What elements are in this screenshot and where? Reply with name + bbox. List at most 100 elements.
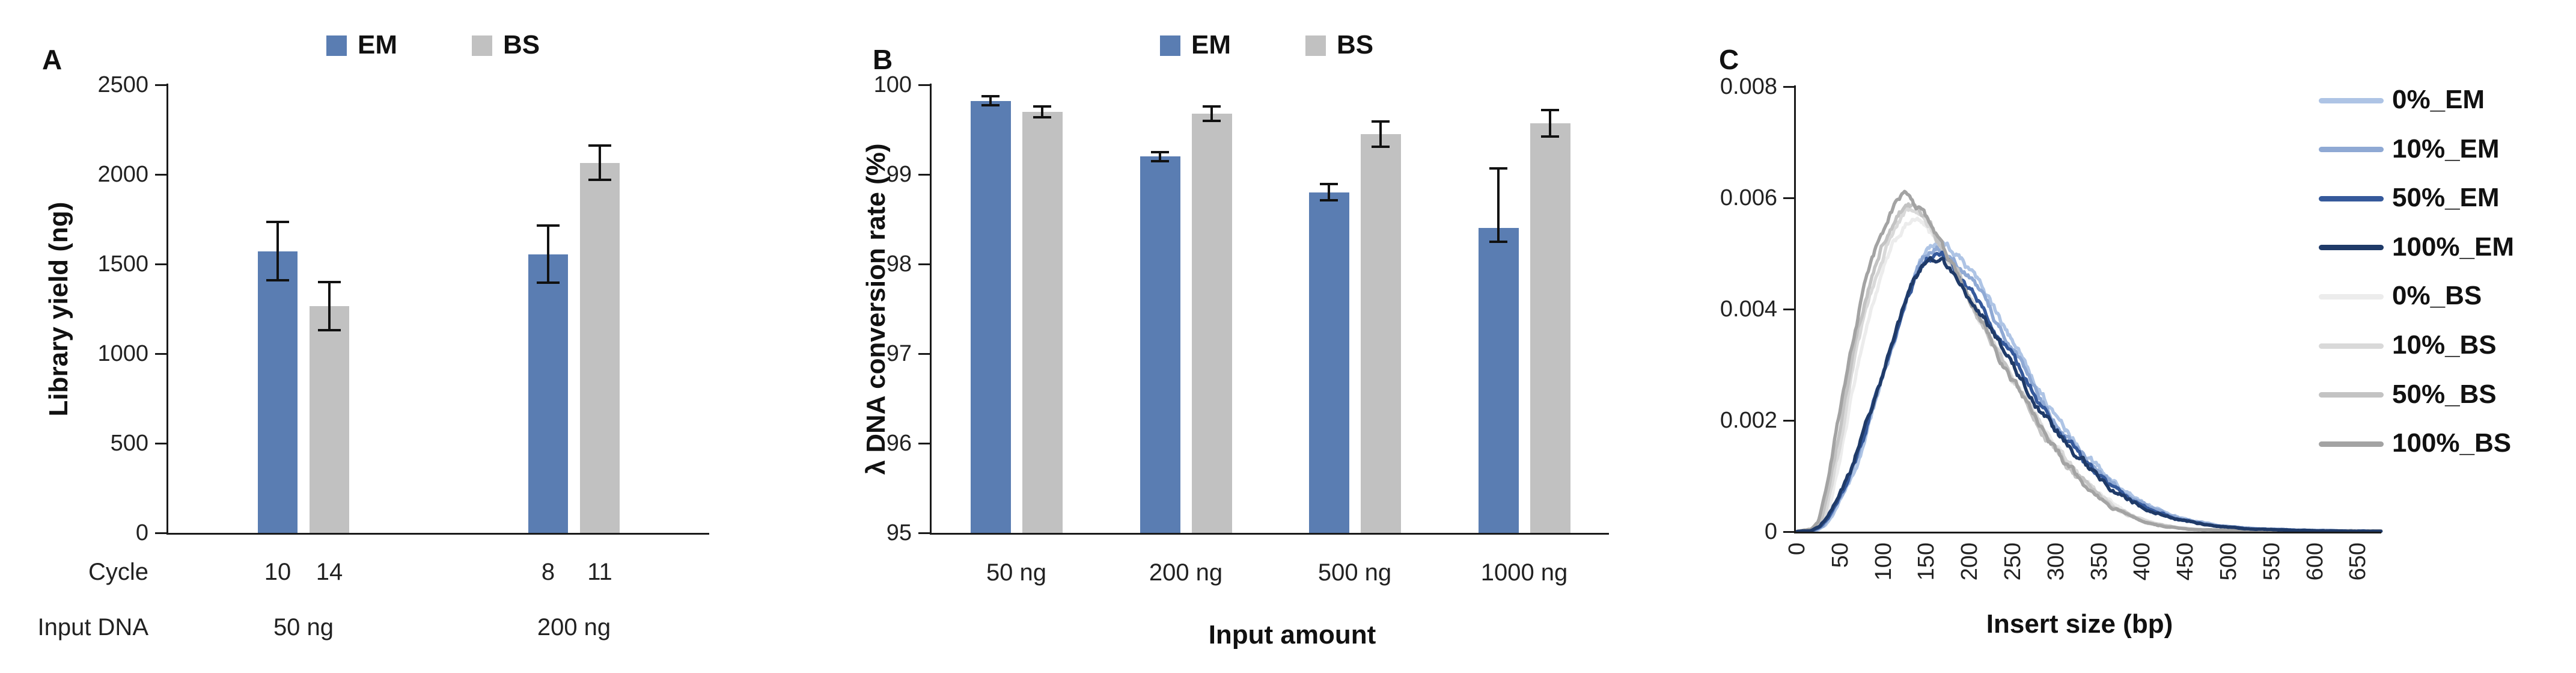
y-axis: [1794, 85, 1796, 533]
cycle-value: 14: [316, 559, 343, 585]
bs-bar: [1360, 134, 1401, 533]
category-label: 200 ng: [1149, 559, 1223, 586]
em-bar: [1308, 192, 1349, 533]
legend-label-100%_em: 100%_EM: [2392, 232, 2515, 262]
legend-label-bs: BS: [1337, 30, 1374, 60]
y-tick-mark: [1783, 309, 1795, 310]
error-bar-cap: [981, 95, 1000, 98]
x-tick-label: 350: [2086, 542, 2112, 581]
legend-line-100%_bs: [2319, 441, 2384, 447]
x-tick-label: 550: [2259, 542, 2285, 581]
y-tick-mark: [155, 84, 167, 86]
legend-swatch-em: [326, 35, 347, 56]
legend-label-0%_em: 0%_EM: [2392, 85, 2485, 114]
legend-label-50%_bs: 50%_BS: [2392, 379, 2497, 409]
error-bar-cap: [266, 220, 289, 223]
error-bar-cap: [1320, 199, 1338, 202]
error-bar-cap: [1151, 159, 1169, 162]
category-label: 1000 ng: [1480, 559, 1568, 586]
legend-line-50%_em: [2319, 195, 2384, 201]
em-bar: [1478, 228, 1519, 533]
cycle-value: 10: [264, 559, 291, 585]
panel-a-plot-area: 0 500 1000 1500 2000 2500 EM BS 10 8 14 11 50 ng 200 …: [0, 0, 859, 673]
y-tick-mark: [155, 443, 167, 444]
y-axis: [930, 84, 932, 534]
x-tick-label: 500: [2216, 542, 2241, 581]
em-bar: [970, 100, 1011, 533]
error-bar-cap: [537, 281, 560, 284]
x-axis: [1794, 532, 2381, 533]
panel-a-letter: A: [42, 44, 63, 75]
bs-bar: [580, 162, 620, 533]
error-bar-cap: [1151, 150, 1169, 153]
x-tick-label: 150: [1914, 542, 1940, 581]
bs-bar: [1191, 113, 1232, 533]
x-tick-label: 600: [2302, 542, 2328, 581]
legend-label-em: EM: [358, 30, 397, 60]
x-tick-label: 450: [2173, 542, 2199, 581]
error-bar-line: [1379, 121, 1382, 147]
x-tick-label: 650: [2345, 542, 2371, 581]
x-tick-label: 0: [1784, 542, 1810, 556]
legend-line-50%_bs: [2319, 392, 2384, 398]
error-bar-cap: [537, 224, 560, 227]
x-axis: [166, 533, 709, 535]
em-bar: [258, 251, 298, 533]
error-bar-cap: [1033, 115, 1051, 118]
error-bar-cap: [1489, 167, 1507, 170]
y-tick-label: 0.008: [1720, 74, 1777, 99]
x-tick-label: 250: [2000, 542, 2025, 581]
error-bar-line: [599, 146, 601, 180]
y-tick-mark: [1783, 531, 1795, 533]
legend-line-0%_em: [2319, 97, 2384, 103]
error-bar-cap: [1541, 108, 1559, 111]
panel-a-cycle-row-label: Cycle: [88, 559, 148, 585]
error-bar-cap: [1203, 119, 1221, 122]
y-tick-label: 95: [886, 520, 912, 545]
error-bar-cap: [1489, 240, 1507, 243]
error-bar-line: [328, 281, 331, 331]
error-bar-line: [1210, 106, 1213, 121]
bs-bar: [1022, 111, 1063, 533]
legend-label-10%_bs: 10%_BS: [2392, 330, 2497, 360]
input-dna-value: 50 ng: [273, 614, 334, 641]
legend-label-10%_em: 10%_EM: [2392, 134, 2500, 164]
legend-line-10%_bs: [2319, 343, 2384, 349]
y-tick-mark: [155, 174, 167, 176]
error-bar-cap: [588, 144, 611, 147]
category-label: 500 ng: [1317, 559, 1392, 586]
error-bar-cap: [1372, 120, 1390, 123]
y-tick-label: 2500: [97, 72, 148, 97]
y-tick-label: 1500: [97, 251, 148, 277]
y-tick-mark: [155, 532, 167, 534]
y-tick-label: 0.006: [1720, 185, 1777, 211]
y-tick-mark: [918, 84, 930, 86]
y-tick-label: 2000: [97, 162, 148, 187]
legend-line-10%_em: [2319, 147, 2384, 153]
legend-line-0%_bs: [2319, 293, 2384, 300]
error-bar-cap: [981, 104, 1000, 107]
legend-swatch-bs: [472, 35, 492, 56]
error-bar-line: [1497, 168, 1500, 242]
y-tick-label: 0: [135, 520, 148, 545]
cycle-value: 11: [587, 559, 612, 585]
legend-label-bs: BS: [503, 30, 540, 60]
y-axis: [166, 84, 168, 534]
legend-swatch-bs: [1305, 35, 1326, 56]
legend-label-em: EM: [1191, 30, 1231, 60]
panel-b-letter: B: [873, 44, 893, 75]
legend-label-0%_bs: 0%_BS: [2392, 281, 2482, 311]
em-bar: [528, 254, 568, 533]
error-bar-line: [1328, 184, 1330, 201]
panel-c-letter: C: [1719, 44, 1739, 75]
y-tick-label: 0: [1764, 519, 1777, 544]
cycle-value: 8: [541, 559, 555, 585]
y-tick-mark: [918, 353, 930, 355]
x-axis: [930, 533, 1609, 535]
error-bar-line: [989, 96, 992, 106]
panel-b-x-axis-title: Input amount: [1208, 620, 1376, 650]
error-bar-line: [1159, 152, 1161, 161]
